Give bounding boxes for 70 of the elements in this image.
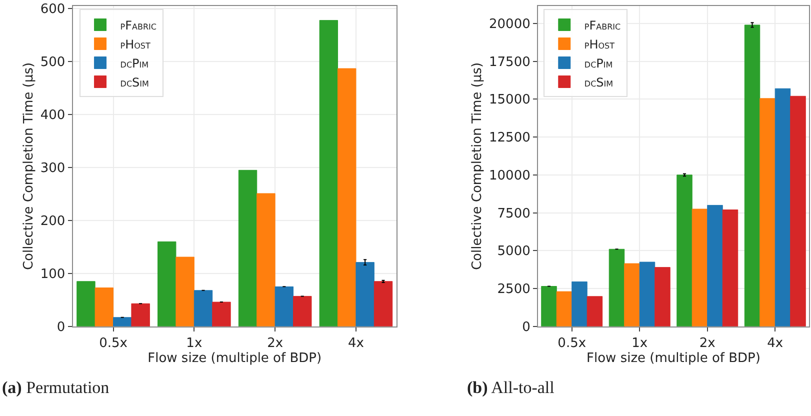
bar <box>760 98 776 326</box>
y-tick-label: 17500 <box>489 54 530 70</box>
bar <box>238 170 258 326</box>
y-tick-label: 7500 <box>497 206 530 222</box>
y-tick-label: 0 <box>56 320 66 335</box>
y-tick-label: 5000 <box>497 244 530 260</box>
bar <box>338 68 356 326</box>
x-tick-label: 0.5x <box>99 336 128 351</box>
bar <box>94 287 114 326</box>
text: (a) Permutation <box>2 378 110 397</box>
y-tick-label: 2500 <box>497 282 530 298</box>
x-tick-label: 4x <box>767 336 784 351</box>
bar <box>556 291 572 326</box>
bar <box>293 296 312 326</box>
legend-label: dcSim <box>120 75 150 90</box>
y-tick-label: 20000 <box>489 16 530 32</box>
x-tick-label: 1x <box>632 336 648 351</box>
y-tick-label: 200 <box>40 214 66 230</box>
bar <box>113 317 132 326</box>
legend-label: pHost <box>120 37 151 52</box>
x-tick-label: 4x <box>348 336 364 351</box>
text: (b) All-to-all <box>467 378 555 397</box>
legend-label: dcPim <box>120 56 149 70</box>
y-tick-label: 300 <box>40 161 66 176</box>
bar <box>774 88 791 326</box>
bar <box>158 241 176 326</box>
y-tick-label: 100 <box>40 266 66 282</box>
bar <box>790 96 806 326</box>
y-tick-label: 12500 <box>489 130 530 146</box>
x-axis-title: Flow size (multiple of BDP) <box>148 351 322 366</box>
bar <box>256 193 276 326</box>
legend-label: pHost <box>584 37 615 52</box>
bar <box>541 286 557 326</box>
bar <box>76 281 96 326</box>
bar <box>639 262 656 326</box>
legend-label: pFabric <box>120 18 157 32</box>
x-tick-label: 2x <box>699 336 716 351</box>
y-tick-label: 0 <box>522 320 530 335</box>
y-axis-title: Collective Completion Time (µs) <box>470 62 485 270</box>
bar <box>707 204 723 326</box>
bar <box>176 256 194 326</box>
legend-label: dcPim <box>584 56 613 70</box>
bar <box>274 286 294 326</box>
x-tick-label: 0.5x <box>558 336 586 351</box>
bar <box>319 20 338 326</box>
legend-label: dcSim <box>584 75 614 90</box>
bar <box>722 210 738 326</box>
bar <box>212 302 231 326</box>
y-tick-label: 500 <box>40 55 66 70</box>
legend-label: pFabric <box>584 18 622 32</box>
bar <box>131 303 150 326</box>
bar <box>194 290 213 326</box>
x-tick-label: 1x <box>186 336 202 351</box>
x-tick-label: 2x <box>267 336 284 351</box>
bar <box>608 248 625 326</box>
y-tick-label: 600 <box>40 2 66 18</box>
bar <box>692 208 708 326</box>
bar <box>744 24 760 326</box>
bar <box>586 296 603 326</box>
y-tick-label: 15000 <box>489 92 530 108</box>
bar <box>356 262 374 326</box>
bar <box>374 281 393 326</box>
bar <box>572 281 588 326</box>
bar <box>676 174 692 326</box>
bar <box>624 263 640 326</box>
y-tick-label: 10000 <box>489 168 530 184</box>
x-axis-title: Flow size (multiple of BDP) <box>586 351 760 366</box>
y-tick-label: 400 <box>40 108 66 124</box>
bar <box>654 267 670 326</box>
y-axis-title: Collective Completion Time (µs) <box>21 62 36 270</box>
